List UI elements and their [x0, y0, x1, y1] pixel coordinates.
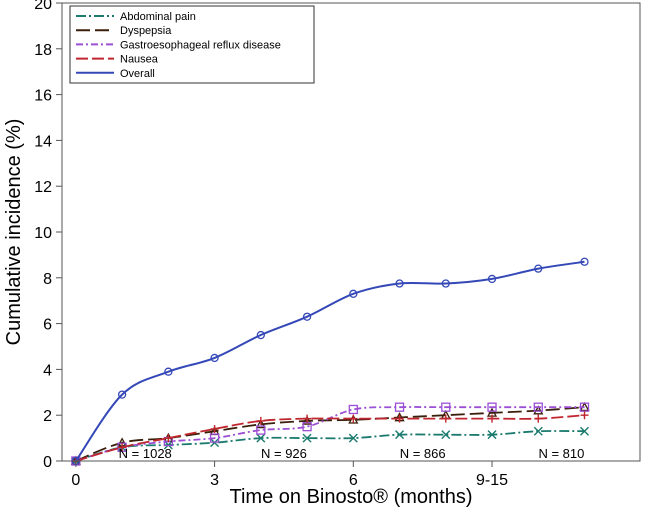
data-point	[164, 367, 173, 376]
data-point	[210, 353, 219, 363]
data-point	[118, 443, 127, 452]
data-point	[441, 430, 451, 440]
y-tick-label: 0	[43, 454, 52, 471]
data-point	[395, 414, 404, 423]
legend-label: Gastroesophageal reflux disease	[120, 39, 281, 51]
data-point	[580, 426, 590, 436]
n-at-risk-label: N = 810	[538, 446, 584, 461]
series-line	[75, 260, 585, 462]
y-tick-label: 2	[43, 408, 52, 425]
data-point	[348, 433, 358, 443]
y-tick-label: 4	[43, 362, 52, 379]
legend: Abdominal pain Dyspepsia Gastroesophageal …	[69, 5, 315, 84]
data-point	[579, 402, 590, 412]
data-point	[533, 426, 543, 436]
series-nausea	[71, 411, 589, 465]
data-point	[580, 257, 589, 266]
y-axis-title: Cumulative incidence (%)	[3, 119, 25, 346]
data-point	[534, 264, 543, 273]
data-point	[210, 424, 219, 433]
series-layer	[70, 257, 590, 466]
x-tick-label: 0	[71, 472, 80, 489]
data-point	[256, 433, 266, 443]
x-tick-label: 6	[349, 472, 358, 489]
data-point	[395, 430, 405, 440]
data-point	[302, 312, 312, 321]
data-point	[255, 419, 266, 429]
data-point	[441, 414, 450, 423]
data-point	[487, 274, 497, 284]
data-point	[441, 402, 451, 412]
y-tick-label: 14	[34, 133, 52, 150]
data-point	[533, 405, 544, 415]
data-point	[441, 279, 450, 288]
n-at-risk-label: N = 926	[261, 446, 307, 461]
data-point	[303, 414, 312, 423]
legend-label: Overall	[120, 68, 155, 80]
series-overall	[71, 257, 589, 466]
data-point	[488, 414, 497, 423]
data-point	[256, 416, 265, 425]
y-tick-label: 20	[34, 0, 52, 13]
data-point	[349, 414, 358, 423]
data-point	[533, 402, 543, 412]
y-tick-label: 8	[43, 271, 52, 288]
y-tick-label: 10	[34, 225, 52, 242]
data-point	[302, 421, 312, 432]
x-tick-label: 3	[210, 472, 219, 489]
series-line	[75, 406, 585, 462]
data-point	[302, 433, 312, 443]
x-axis-title: Time on Binosto® (months)	[230, 486, 473, 508]
data-point	[487, 402, 497, 412]
n-at-risk-label: N = 866	[400, 446, 446, 461]
y-tick-label: 12	[34, 179, 52, 196]
y-tick-label: 6	[43, 317, 52, 334]
legend-label: Nausea	[120, 54, 159, 66]
y-tick-label: 16	[34, 88, 52, 105]
data-point	[301, 415, 313, 425]
data-point	[395, 279, 404, 288]
data-point	[256, 330, 265, 340]
data-point	[487, 430, 497, 440]
data-point	[349, 289, 358, 298]
data-point	[209, 433, 220, 443]
x-tick-label: 9-15	[476, 472, 508, 489]
data-point	[164, 434, 173, 443]
data-point	[117, 390, 127, 399]
data-point	[394, 402, 405, 412]
data-point	[534, 414, 543, 423]
legend-label: Abdominal pain	[120, 11, 196, 23]
data-point	[256, 425, 266, 435]
n-at-risk-label: N = 1028	[119, 446, 172, 461]
y-tick-label: 18	[34, 42, 52, 59]
legend-label: Dyspepsia	[120, 25, 172, 37]
axes: 0 2 4 6 8 10 12 14 16 18 20 0 3 6 9-15 N = 1028 N = 926 N…	[34, 0, 641, 489]
data-point	[580, 411, 589, 420]
data-point	[348, 404, 358, 415]
